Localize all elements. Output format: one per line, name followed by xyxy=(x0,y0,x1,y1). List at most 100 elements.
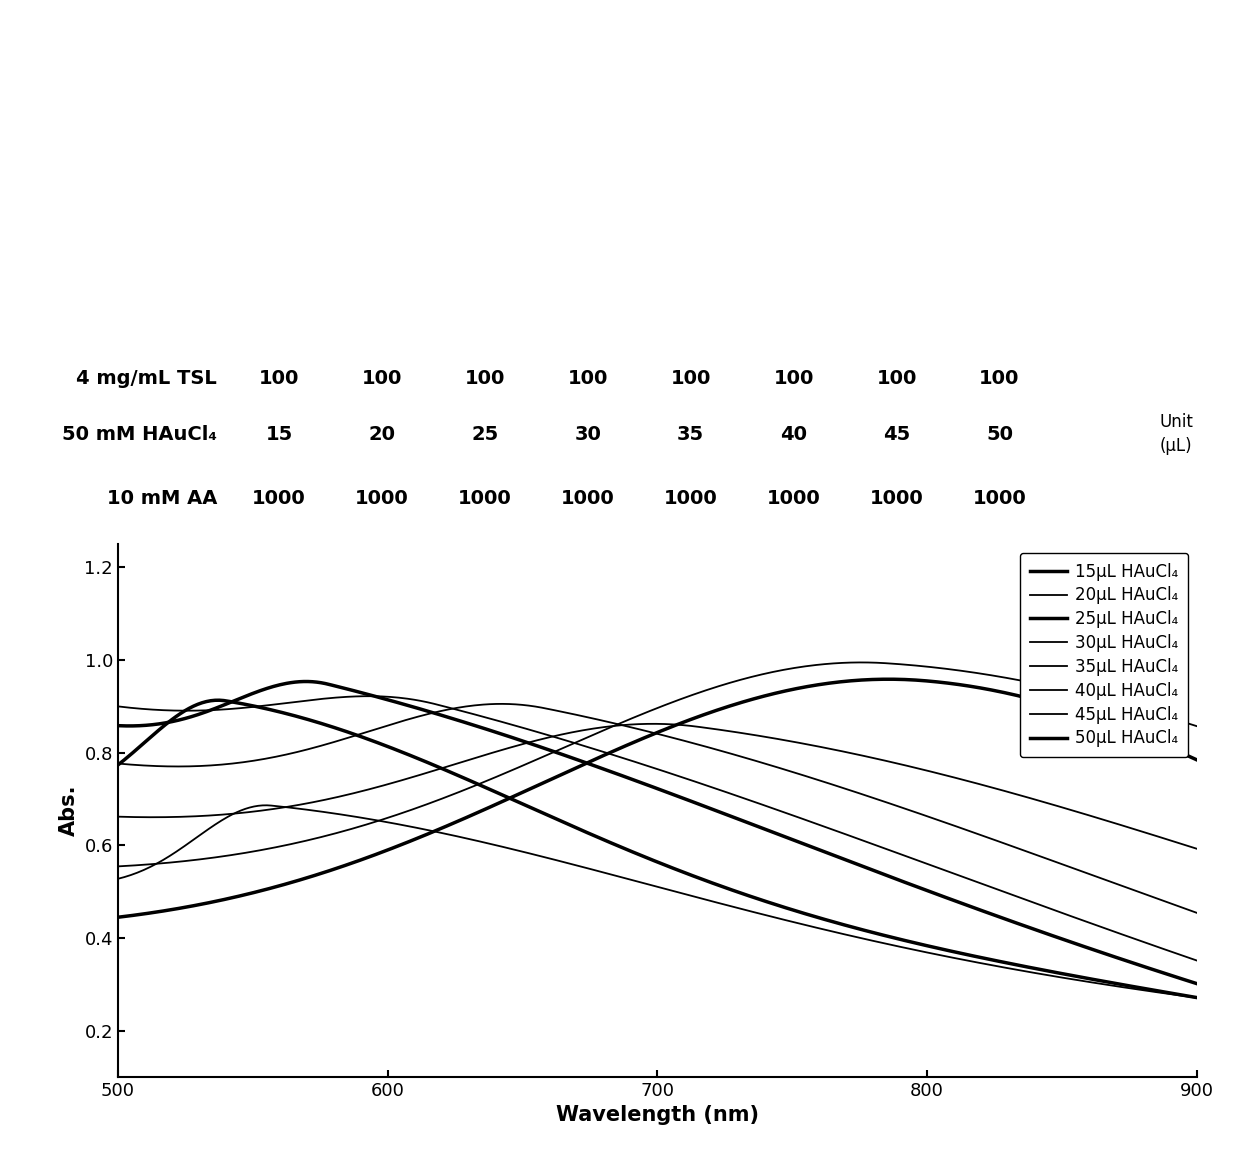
Text: 25: 25 xyxy=(471,425,498,444)
25μL HAuCl₄ xyxy=(631,775,646,789)
25μL HAuCl₄ xyxy=(696,799,711,813)
Line: 40μL HAuCl₄: 40μL HAuCl₄ xyxy=(118,724,1197,849)
Text: 100: 100 xyxy=(362,369,402,388)
35μL HAuCl₄ xyxy=(755,756,770,770)
Text: 100: 100 xyxy=(877,369,916,388)
45μL HAuCl₄ xyxy=(997,670,1012,684)
35μL HAuCl₄ xyxy=(110,756,125,770)
45μL HAuCl₄ xyxy=(622,712,637,726)
15μL HAuCl₄ xyxy=(625,845,640,859)
Text: 1000: 1000 xyxy=(252,489,306,508)
20μL HAuCl₄ xyxy=(1166,988,1180,1002)
35μL HAuCl₄ xyxy=(1166,897,1180,911)
Text: 100: 100 xyxy=(259,369,299,388)
50μL HAuCl₄ xyxy=(622,736,637,750)
45μL HAuCl₄ xyxy=(753,668,768,682)
Y-axis label: Abs.: Abs. xyxy=(58,785,79,836)
25μL HAuCl₄ xyxy=(755,821,770,835)
30μL HAuCl₄ xyxy=(110,699,125,713)
Text: 50: 50 xyxy=(986,425,1013,444)
30μL HAuCl₄ xyxy=(625,754,640,768)
40μL HAuCl₄ xyxy=(1166,834,1180,848)
Line: 20μL HAuCl₄: 20μL HAuCl₄ xyxy=(118,805,1197,998)
Text: 1000: 1000 xyxy=(458,489,512,508)
35μL HAuCl₄ xyxy=(1189,906,1204,919)
15μL HAuCl₄ xyxy=(631,848,646,862)
45μL HAuCl₄ xyxy=(110,859,125,873)
Line: 25μL HAuCl₄: 25μL HAuCl₄ xyxy=(118,682,1197,983)
45μL HAuCl₄ xyxy=(629,710,644,724)
Line: 45μL HAuCl₄: 45μL HAuCl₄ xyxy=(118,662,1197,866)
Text: 100: 100 xyxy=(671,369,711,388)
15μL HAuCl₄ xyxy=(696,873,711,887)
45μL HAuCl₄ xyxy=(694,684,709,698)
30μL HAuCl₄ xyxy=(997,885,1012,899)
20μL HAuCl₄ xyxy=(1189,991,1204,1005)
45μL HAuCl₄ xyxy=(854,655,869,669)
Line: 30μL HAuCl₄: 30μL HAuCl₄ xyxy=(118,696,1197,960)
50μL HAuCl₄ xyxy=(110,910,125,924)
Text: 1000: 1000 xyxy=(869,489,924,508)
Line: 15μL HAuCl₄: 15μL HAuCl₄ xyxy=(118,701,1197,997)
15μL HAuCl₄ xyxy=(755,893,770,907)
50μL HAuCl₄ xyxy=(997,686,1012,699)
20μL HAuCl₄ xyxy=(110,872,125,886)
Text: 10 mM AA: 10 mM AA xyxy=(107,489,217,508)
40μL HAuCl₄ xyxy=(110,809,125,823)
Text: 100: 100 xyxy=(465,369,505,388)
Text: 100: 100 xyxy=(568,369,608,388)
20μL HAuCl₄ xyxy=(625,873,640,887)
40μL HAuCl₄ xyxy=(1189,842,1204,856)
20μL HAuCl₄ xyxy=(631,875,646,889)
20μL HAuCl₄ xyxy=(696,892,711,906)
Legend: 15μL HAuCl₄, 20μL HAuCl₄, 25μL HAuCl₄, 30μL HAuCl₄, 35μL HAuCl₄, 40μL HAuCl₄, 45: 15μL HAuCl₄, 20μL HAuCl₄, 25μL HAuCl₄, 3… xyxy=(1021,552,1188,757)
Line: 50μL HAuCl₄: 50μL HAuCl₄ xyxy=(118,680,1197,917)
40μL HAuCl₄ xyxy=(696,720,711,734)
50μL HAuCl₄ xyxy=(694,709,709,723)
40μL HAuCl₄ xyxy=(997,784,1012,798)
Text: 100: 100 xyxy=(980,369,1019,388)
50μL HAuCl₄ xyxy=(1189,753,1204,767)
Text: 20: 20 xyxy=(368,425,396,444)
Text: 45: 45 xyxy=(883,425,910,444)
Text: 4 mg/mL TSL: 4 mg/mL TSL xyxy=(76,369,217,388)
50μL HAuCl₄ xyxy=(629,734,644,748)
40μL HAuCl₄ xyxy=(755,730,770,743)
30μL HAuCl₄ xyxy=(1166,945,1180,959)
30μL HAuCl₄ xyxy=(361,689,376,703)
40μL HAuCl₄ xyxy=(622,718,637,732)
15μL HAuCl₄ xyxy=(110,758,125,772)
Text: 35: 35 xyxy=(677,425,704,444)
Text: Unit
(μL): Unit (μL) xyxy=(1159,413,1193,455)
Text: 100: 100 xyxy=(774,369,813,388)
35μL HAuCl₄ xyxy=(625,720,640,734)
25μL HAuCl₄ xyxy=(1166,969,1180,983)
20μL HAuCl₄ xyxy=(997,960,1012,974)
35μL HAuCl₄ xyxy=(997,836,1012,850)
25μL HAuCl₄ xyxy=(299,675,314,689)
15μL HAuCl₄ xyxy=(997,955,1012,969)
Text: 1000: 1000 xyxy=(355,489,409,508)
Text: 1000: 1000 xyxy=(663,489,718,508)
X-axis label: Wavelength (nm): Wavelength (nm) xyxy=(556,1106,759,1126)
20μL HAuCl₄ xyxy=(755,907,770,921)
Text: 15: 15 xyxy=(265,425,293,444)
Line: 35μL HAuCl₄: 35μL HAuCl₄ xyxy=(118,704,1197,913)
15μL HAuCl₄ xyxy=(1189,990,1204,1004)
Text: 50 mM HAuCl₄: 50 mM HAuCl₄ xyxy=(62,425,217,444)
30μL HAuCl₄ xyxy=(631,756,646,770)
45μL HAuCl₄ xyxy=(1189,719,1204,733)
25μL HAuCl₄ xyxy=(110,719,125,733)
45μL HAuCl₄ xyxy=(1166,712,1180,726)
35μL HAuCl₄ xyxy=(494,697,508,711)
50μL HAuCl₄ xyxy=(880,673,895,687)
Text: 1000: 1000 xyxy=(560,489,615,508)
15μL HAuCl₄ xyxy=(210,694,224,708)
35μL HAuCl₄ xyxy=(631,723,646,736)
25μL HAuCl₄ xyxy=(1189,976,1204,990)
25μL HAuCl₄ xyxy=(997,911,1012,925)
30μL HAuCl₄ xyxy=(696,777,711,791)
15μL HAuCl₄ xyxy=(1166,987,1180,1001)
Text: 40: 40 xyxy=(780,425,807,444)
40μL HAuCl₄ xyxy=(646,717,661,731)
